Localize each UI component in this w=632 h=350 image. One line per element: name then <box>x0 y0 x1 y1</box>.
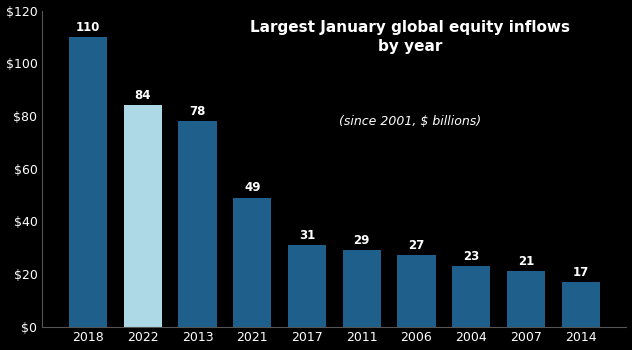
Text: 78: 78 <box>190 105 205 118</box>
Text: (since 2001, $ billions): (since 2001, $ billions) <box>339 115 482 128</box>
Text: 29: 29 <box>353 234 370 247</box>
Bar <box>233 197 271 327</box>
Bar <box>343 250 381 327</box>
Text: 49: 49 <box>244 181 260 194</box>
Bar <box>69 37 107 327</box>
Bar <box>452 266 490 327</box>
Bar <box>507 271 545 327</box>
Text: 21: 21 <box>518 255 534 268</box>
Bar <box>124 105 162 327</box>
Text: 27: 27 <box>408 239 425 252</box>
Text: 110: 110 <box>76 21 100 34</box>
Text: 31: 31 <box>299 229 315 242</box>
Bar <box>398 256 435 327</box>
Text: 23: 23 <box>463 250 479 263</box>
Text: 84: 84 <box>135 89 151 102</box>
Bar <box>178 121 217 327</box>
Bar <box>562 282 600 327</box>
Bar <box>288 245 326 327</box>
Text: Largest January global equity inflows
by year: Largest January global equity inflows by… <box>250 20 570 54</box>
Text: 17: 17 <box>573 266 589 279</box>
